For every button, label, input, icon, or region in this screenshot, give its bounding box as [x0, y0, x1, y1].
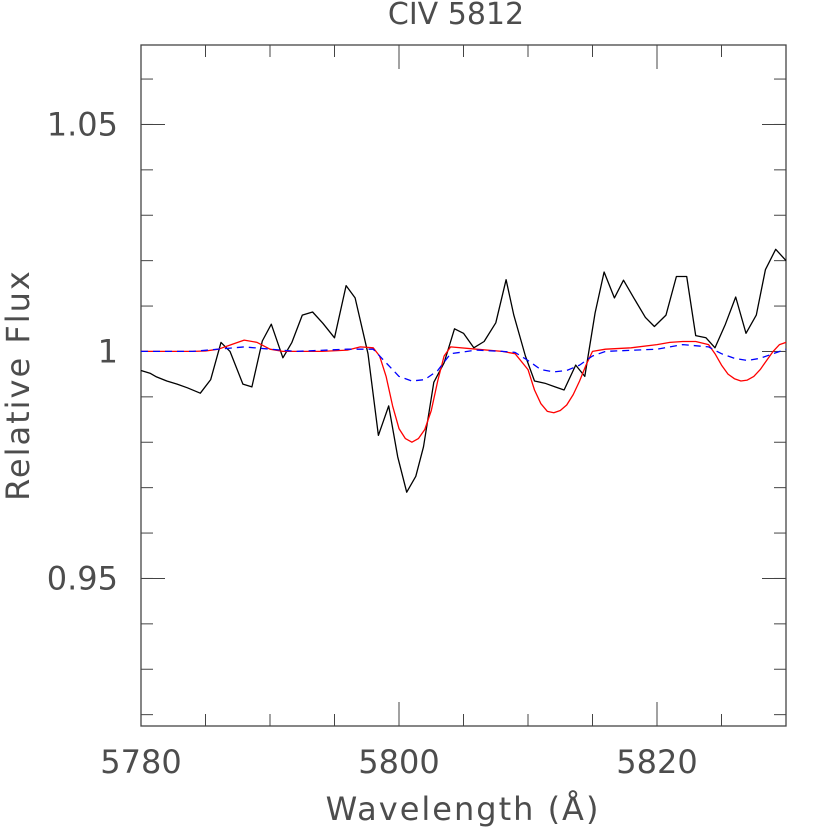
- plot-frame: [140, 44, 787, 727]
- ticks-layer: [140, 45, 787, 726]
- series-layer: [140, 248, 787, 493]
- x-tick-label: 5780: [100, 743, 181, 781]
- y-tick-label: 1.05: [47, 105, 118, 143]
- observed-spectrum-line: [140, 248, 787, 493]
- labels-layer: 5780 5800 5820 0.95 1 1.05: [47, 105, 698, 781]
- model-line-blue-dashed: [141, 343, 787, 382]
- y-tick-label: 0.95: [47, 559, 118, 597]
- x-tick-label: 5800: [358, 743, 439, 781]
- x-axis-label: Wavelength (Å): [326, 790, 601, 828]
- y-tick-label: 1: [98, 332, 118, 370]
- x-tick-label: 5820: [616, 743, 697, 781]
- y-axis-label: Relative Flux: [0, 269, 37, 501]
- model-line-red: [141, 339, 787, 443]
- chart-title: CIV 5812: [388, 0, 524, 32]
